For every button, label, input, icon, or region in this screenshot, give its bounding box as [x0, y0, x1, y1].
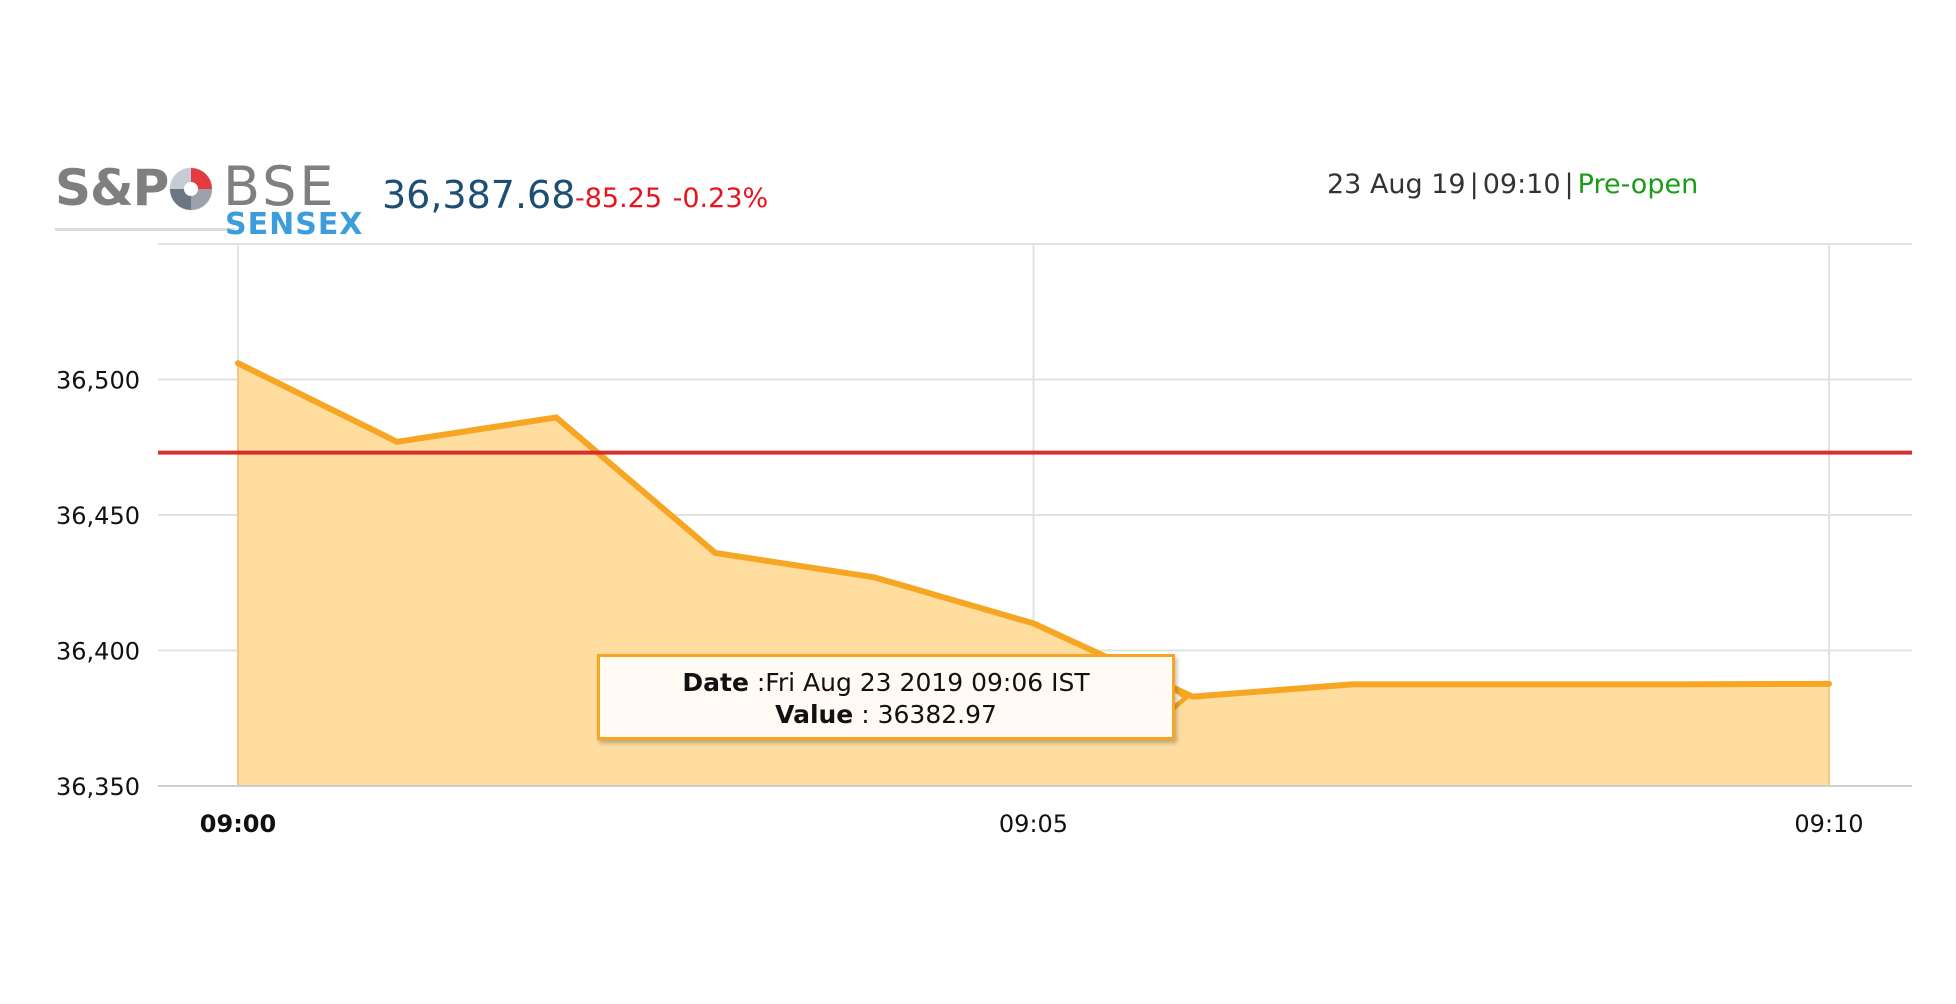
- index-value: 36,387.68: [382, 173, 576, 217]
- x-tick-label: 09:05: [999, 810, 1068, 838]
- session-status-badge: Pre-open: [1577, 169, 1699, 200]
- y-tick-label: 36,350: [56, 773, 140, 801]
- data-point: [1351, 683, 1353, 685]
- y-tick-label: 36,450: [56, 502, 140, 530]
- data-point: [1192, 696, 1194, 698]
- data-point: [1510, 683, 1512, 685]
- y-tick-label: 36,500: [56, 367, 140, 395]
- change-points: -85.25: [575, 183, 663, 214]
- logo-underline: [55, 228, 235, 231]
- x-tick-label: 09:00: [200, 810, 276, 838]
- logo-exchange-text: BSE: [223, 155, 337, 218]
- chart-axes: 36,350 36,400 36,450 36,500 09:00 09:05 09:10: [56, 367, 1912, 838]
- bse-globe-icon: [169, 167, 213, 211]
- logo-brand-text: S&P: [55, 159, 169, 217]
- tooltip-date-row: Date :Fri Aug 23 2019 09:06 IST: [682, 668, 1090, 697]
- x-tick-label: 09:10: [1794, 810, 1863, 838]
- tooltip-arrow-fill: [1172, 690, 1182, 706]
- logo-index-name: SENSEX: [225, 207, 364, 242]
- data-point: [1033, 622, 1034, 624]
- chart-tooltip: Date :Fri Aug 23 2019 09:06 IST Value : …: [597, 654, 1175, 740]
- data-point: [873, 576, 875, 578]
- status-separator: |: [1469, 169, 1479, 200]
- y-tick-label: 36,400: [56, 638, 140, 666]
- data-point: [1669, 683, 1671, 685]
- tooltip-date-value: Fri Aug 23 2019 09:06 IST: [765, 668, 1090, 697]
- tooltip-date-label: Date: [682, 668, 749, 697]
- status-separator: |: [1564, 169, 1574, 200]
- tooltip-value-value: 36382.97: [877, 700, 997, 729]
- sp-bse-sensex-logo: S&P BSE SENSEX: [55, 155, 362, 244]
- index-change: -85.25 -0.23%: [575, 182, 768, 216]
- data-point: [1828, 683, 1830, 685]
- data-point: [396, 441, 398, 443]
- change-percent: -0.23%: [672, 183, 769, 214]
- tooltip-value-row: Value : 36382.97: [775, 700, 997, 729]
- session-status-line: 23 Aug 19 | 09:10 | Pre-open: [1327, 168, 1698, 202]
- tooltip-value-label: Value: [775, 700, 854, 729]
- data-point: [555, 416, 557, 418]
- status-date: 23 Aug 19: [1327, 169, 1466, 200]
- data-point: [237, 362, 239, 364]
- status-time: 09:10: [1482, 169, 1561, 200]
- data-point: [714, 552, 716, 554]
